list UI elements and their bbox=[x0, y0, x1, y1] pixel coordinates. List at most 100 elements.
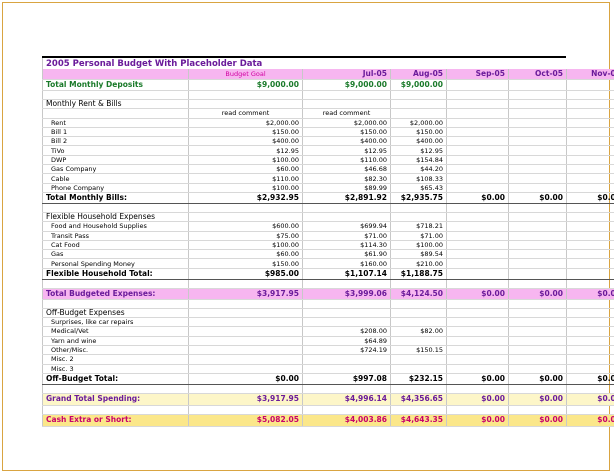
cell-value[interactable] bbox=[446, 221, 509, 232]
row-label[interactable]: Personal Spending Money bbox=[42, 258, 189, 269]
row-label[interactable]: Off-Budget Expenses bbox=[42, 308, 189, 319]
cell-value[interactable] bbox=[188, 299, 303, 309]
row-label[interactable] bbox=[42, 203, 189, 213]
cell-value[interactable]: $46.68 bbox=[302, 164, 391, 175]
cell-value[interactable] bbox=[446, 212, 509, 223]
cell-value[interactable]: $154.84 bbox=[390, 155, 447, 166]
row-label[interactable]: TiVo bbox=[42, 145, 189, 156]
cell-value[interactable] bbox=[188, 336, 303, 346]
cell-value[interactable] bbox=[188, 384, 303, 394]
cell-value[interactable]: $150.00 bbox=[302, 127, 391, 138]
cell-value[interactable] bbox=[446, 79, 509, 91]
cell-value[interactable]: $64.89 bbox=[302, 336, 391, 346]
cell-value[interactable]: $1,188.75 bbox=[390, 268, 447, 280]
row-label[interactable] bbox=[42, 405, 189, 415]
row-label[interactable]: Gas Company bbox=[42, 164, 189, 175]
cell-value[interactable] bbox=[390, 405, 447, 415]
cell-value[interactable] bbox=[302, 299, 391, 309]
row-label[interactable] bbox=[42, 69, 189, 80]
cell-value[interactable] bbox=[566, 127, 614, 138]
cell-value[interactable]: $3,999.06 bbox=[302, 288, 391, 300]
cell-value[interactable] bbox=[566, 326, 614, 337]
cell-value[interactable] bbox=[508, 127, 567, 138]
row-label[interactable]: Cable bbox=[42, 173, 189, 184]
cell-value[interactable]: $160.00 bbox=[302, 258, 391, 269]
cell-value[interactable]: $100.00 bbox=[390, 240, 447, 251]
cell-value[interactable] bbox=[508, 405, 567, 415]
cell-value[interactable] bbox=[508, 354, 567, 365]
cell-value[interactable]: Nov-05 bbox=[566, 69, 614, 80]
row-label[interactable]: Grand Total Spending: bbox=[42, 393, 189, 406]
cell-value[interactable]: $0.00 bbox=[508, 288, 567, 300]
cell-value[interactable] bbox=[390, 384, 447, 394]
cell-value[interactable]: $0.00 bbox=[566, 288, 614, 300]
cell-value[interactable] bbox=[508, 136, 567, 147]
row-label[interactable] bbox=[42, 279, 189, 289]
cell-value[interactable]: $61.90 bbox=[302, 249, 391, 260]
cell-value[interactable] bbox=[508, 203, 567, 213]
cell-value[interactable] bbox=[446, 336, 509, 346]
row-label[interactable]: Total Budgeted Expenses: bbox=[42, 288, 189, 300]
cell-value[interactable] bbox=[566, 155, 614, 166]
cell-value[interactable]: read comment bbox=[302, 108, 391, 119]
cell-value[interactable]: Jul-05 bbox=[302, 69, 391, 80]
cell-value[interactable] bbox=[446, 268, 509, 280]
cell-value[interactable] bbox=[508, 240, 567, 251]
cell-value[interactable]: $9,000.00 bbox=[390, 79, 447, 91]
row-label[interactable] bbox=[42, 90, 189, 100]
cell-value[interactable]: $0.00 bbox=[446, 414, 509, 427]
cell-value[interactable] bbox=[302, 384, 391, 394]
row-label[interactable]: Total Monthly Deposits bbox=[42, 79, 189, 91]
cell-value[interactable]: $60.00 bbox=[188, 164, 303, 175]
cell-value[interactable]: $0.00 bbox=[508, 192, 567, 204]
cell-value[interactable]: $0.00 bbox=[446, 192, 509, 204]
cell-value[interactable]: $12.95 bbox=[302, 145, 391, 156]
cell-value[interactable] bbox=[390, 99, 447, 110]
cell-value[interactable] bbox=[566, 405, 614, 415]
cell-value[interactable] bbox=[390, 364, 447, 374]
cell-value[interactable] bbox=[508, 221, 567, 232]
cell-value[interactable] bbox=[302, 354, 391, 365]
cell-value[interactable] bbox=[508, 336, 567, 346]
cell-value[interactable] bbox=[446, 354, 509, 365]
cell-value[interactable] bbox=[390, 212, 447, 223]
cell-value[interactable] bbox=[566, 79, 614, 91]
cell-value[interactable]: $60.00 bbox=[188, 249, 303, 260]
row-label[interactable]: Transit Pass bbox=[42, 231, 189, 241]
row-label[interactable] bbox=[42, 108, 189, 119]
cell-value[interactable] bbox=[508, 268, 567, 280]
cell-value[interactable] bbox=[508, 183, 567, 193]
cell-value[interactable] bbox=[566, 336, 614, 346]
cell-value[interactable]: $75.00 bbox=[188, 231, 303, 241]
cell-value[interactable] bbox=[446, 90, 509, 100]
cell-value[interactable] bbox=[508, 155, 567, 166]
cell-value[interactable] bbox=[508, 99, 567, 110]
cell-value[interactable] bbox=[566, 164, 614, 175]
row-label[interactable]: Gas bbox=[42, 249, 189, 260]
cell-value[interactable]: $65.43 bbox=[390, 183, 447, 193]
cell-value[interactable] bbox=[446, 164, 509, 175]
cell-value[interactable]: $89.99 bbox=[302, 183, 391, 193]
cell-value[interactable]: $718.21 bbox=[390, 221, 447, 232]
cell-value[interactable] bbox=[566, 345, 614, 356]
cell-value[interactable] bbox=[446, 317, 509, 328]
row-label[interactable]: Misc. 2 bbox=[42, 354, 189, 365]
cell-value[interactable] bbox=[566, 240, 614, 251]
cell-value[interactable]: Oct-05 bbox=[508, 69, 567, 80]
cell-value[interactable]: $150.00 bbox=[188, 127, 303, 138]
cell-value[interactable] bbox=[188, 203, 303, 213]
cell-value[interactable] bbox=[508, 317, 567, 328]
cell-value[interactable] bbox=[390, 279, 447, 289]
cell-value[interactable] bbox=[566, 221, 614, 232]
cell-value[interactable]: $0.00 bbox=[446, 393, 509, 406]
cell-value[interactable]: $9,000.00 bbox=[188, 79, 303, 91]
cell-value[interactable] bbox=[446, 258, 509, 269]
cell-value[interactable]: $4,124.50 bbox=[390, 288, 447, 300]
cell-value[interactable] bbox=[566, 99, 614, 110]
cell-value[interactable]: $699.94 bbox=[302, 221, 391, 232]
cell-value[interactable]: $150.15 bbox=[390, 345, 447, 356]
cell-value[interactable]: $400.00 bbox=[390, 136, 447, 147]
cell-value[interactable] bbox=[446, 326, 509, 337]
cell-value[interactable] bbox=[302, 308, 391, 319]
cell-value[interactable] bbox=[508, 299, 567, 309]
